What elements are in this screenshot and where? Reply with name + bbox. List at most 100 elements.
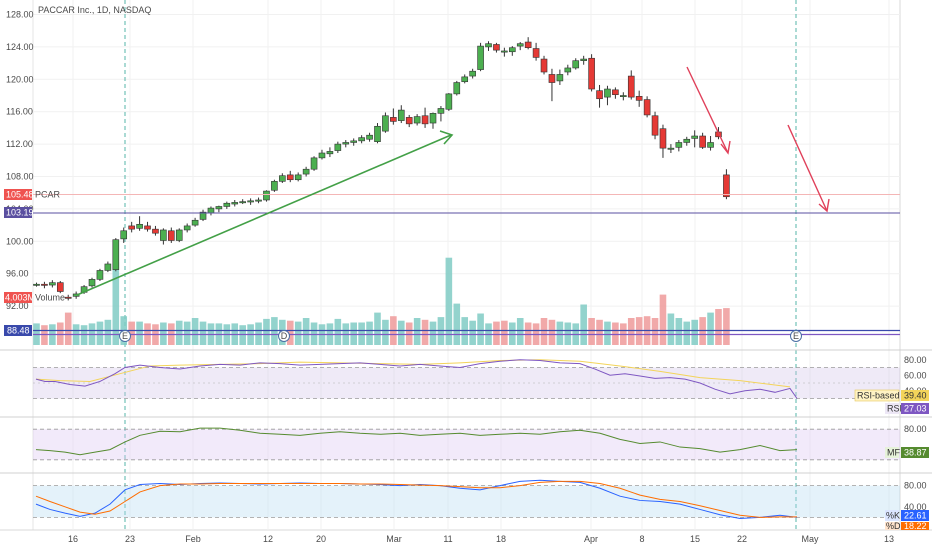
volume-bar-46 — [397, 320, 405, 345]
price-tick-label-3: 116.00 — [6, 107, 33, 117]
rsi-line — [35, 359, 798, 399]
candle-65 — [548, 68, 556, 102]
stoch-k-title: %K — [886, 511, 900, 521]
candle-13 — [136, 216, 143, 231]
candle-body-5 — [72, 293, 80, 297]
rsi-ma-title: RSI-based MA — [857, 391, 916, 401]
volume-bar-82 — [683, 321, 691, 345]
price-tick-label-1: 124.00 — [6, 42, 34, 52]
candle-body-84 — [699, 135, 706, 148]
volume-bar-67 — [564, 322, 572, 345]
candle-body-44 — [382, 115, 389, 132]
candle-body-20 — [191, 219, 199, 226]
candle-18 — [175, 228, 183, 243]
candle-body-72 — [604, 88, 611, 98]
candle-23 — [215, 205, 223, 213]
candle-20 — [191, 217, 199, 227]
candle-body-21 — [199, 211, 207, 220]
price-tick-label-8: 96.00 — [6, 269, 29, 279]
downtrend-line-2 — [787, 124, 828, 212]
last-price-tag: 105.48 — [6, 190, 34, 200]
candle-body-46 — [397, 109, 405, 121]
candle-25 — [231, 199, 239, 207]
time-tick-label-8: Apr — [584, 534, 598, 544]
volume-bar-21 — [199, 321, 207, 345]
candle-body-37 — [326, 151, 334, 155]
candle-body-27 — [247, 200, 254, 203]
candle-48 — [413, 114, 421, 126]
volume-bar-18 — [175, 320, 183, 345]
candle-body-15 — [152, 228, 159, 234]
volume-bar-35 — [310, 322, 318, 345]
volume-bar-52 — [445, 257, 453, 345]
candle-body-45 — [390, 117, 397, 122]
time-tick-label-11: 22 — [737, 534, 747, 544]
candle-15 — [152, 225, 159, 236]
candle-body-8 — [96, 270, 104, 280]
stoch-band — [33, 485, 900, 518]
candle-body-42 — [366, 134, 373, 140]
candle-58 — [493, 42, 500, 53]
candle-81 — [675, 140, 683, 152]
candle-body-52 — [445, 93, 453, 110]
volume-bar-29 — [263, 318, 270, 345]
event-marker-circle-1 — [278, 330, 290, 342]
candle-body-25 — [231, 202, 239, 205]
candle-67 — [564, 64, 572, 76]
candle-4 — [64, 294, 72, 301]
candle-75 — [627, 70, 635, 100]
volume-bar-50 — [429, 321, 437, 345]
stoch-k-title-bg — [885, 510, 899, 521]
last-price-tag-bg — [4, 189, 32, 200]
candle-7 — [88, 277, 96, 288]
volume-bar-40 — [350, 322, 357, 345]
candle-52 — [445, 93, 453, 111]
candle-1 — [41, 281, 48, 289]
candle-19 — [183, 223, 191, 233]
candle-body-4 — [64, 296, 72, 299]
volume-bar-48 — [413, 318, 421, 345]
candle-body-2 — [49, 282, 56, 286]
candle-2 — [49, 280, 56, 288]
candle-66 — [556, 69, 564, 85]
volume-bar-47 — [405, 322, 413, 345]
candle-body-22 — [207, 207, 215, 214]
candle-24 — [223, 201, 231, 209]
time-tick-label-12: May — [801, 534, 819, 544]
candle-body-57 — [485, 43, 492, 48]
volume-bar-58 — [493, 321, 500, 345]
downtrend-arrowhead-1 — [720, 140, 731, 155]
candle-62 — [524, 37, 532, 50]
event-marker-2: E — [790, 330, 802, 342]
candle-70 — [588, 54, 595, 92]
uptrend-arrowhead — [439, 130, 454, 145]
event-marker-circle-0 — [119, 330, 131, 342]
candle-body-83 — [691, 135, 698, 139]
candle-50 — [429, 112, 437, 129]
volume-bar-64 — [540, 318, 548, 345]
volume-bar-81 — [675, 318, 683, 345]
candle-body-69 — [580, 58, 587, 61]
candle-body-47 — [405, 117, 413, 125]
volume-bar-70 — [588, 318, 595, 345]
price-tick-label-9: 92.00 — [6, 301, 29, 311]
candle-body-39 — [342, 142, 350, 145]
volume-bar-80 — [667, 313, 675, 345]
candle-body-60 — [508, 47, 516, 53]
time-tick-label-0: 16 — [68, 534, 78, 544]
volume-bar-10 — [112, 262, 120, 345]
stoch-tick-label-1: 40.00 — [904, 502, 927, 512]
volume-last-tag-bg — [4, 292, 32, 303]
candle-body-23 — [215, 206, 223, 210]
volume-bar-69 — [580, 304, 587, 345]
candle-body-80 — [667, 147, 675, 150]
volume-bar-34 — [302, 318, 310, 345]
candle-body-79 — [659, 128, 667, 149]
price-tick-label-4: 112.00 — [6, 139, 33, 149]
event-marker-1: D — [278, 330, 290, 342]
candle-body-61 — [516, 43, 524, 47]
candle-49 — [421, 107, 429, 128]
candle-body-85 — [707, 142, 714, 148]
volume-bar-61 — [516, 318, 524, 345]
